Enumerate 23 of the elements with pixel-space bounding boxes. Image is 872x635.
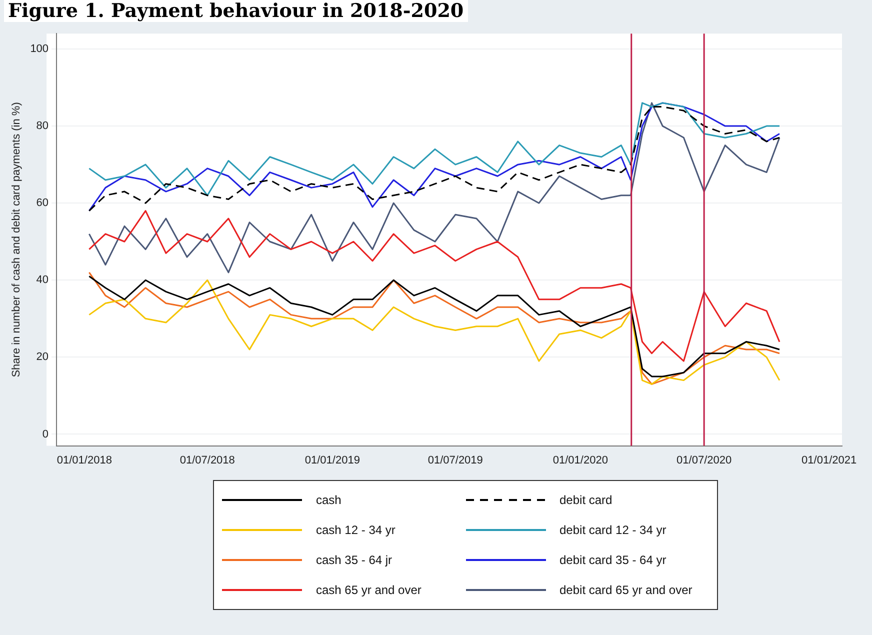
- legend-label: debit card 35 - 64 yr: [560, 553, 666, 567]
- legend-label: cash 65 yr and over: [316, 583, 422, 597]
- y-tick-label: 0: [42, 428, 49, 440]
- x-tick-label: 01/01/2019: [304, 454, 360, 466]
- legend-label: debit card 12 - 34 yr: [560, 523, 666, 537]
- x-tick-label: 01/01/2020: [552, 454, 608, 466]
- y-tick-label: 80: [36, 120, 49, 132]
- legend-label: cash: [316, 493, 342, 507]
- y-tick-label: 40: [36, 274, 49, 286]
- y-axis-title: Share in number of cash and debit card payments (in %): [10, 102, 23, 378]
- x-tick-label: 01/07/2019: [428, 454, 483, 466]
- x-tick-label: 01/07/2020: [676, 454, 732, 466]
- y-tick-label: 60: [36, 197, 49, 210]
- legend-label: cash 12 - 34 yr: [316, 523, 396, 537]
- y-tick-label: 20: [36, 351, 49, 364]
- chart-title: Figure 1. Payment behaviour in 2018-2020: [4, 0, 468, 22]
- x-tick-label: 01/01/2018: [56, 454, 112, 466]
- x-tick-label: 01/01/2021: [802, 454, 857, 466]
- legend-label: cash 35 - 64 jr: [316, 553, 392, 567]
- legend-label: debit card 65 yr and over: [560, 583, 692, 597]
- y-tick-label: 100: [30, 43, 49, 56]
- legend-label: debit card: [560, 493, 612, 507]
- x-tick-label: 01/07/2018: [180, 454, 235, 466]
